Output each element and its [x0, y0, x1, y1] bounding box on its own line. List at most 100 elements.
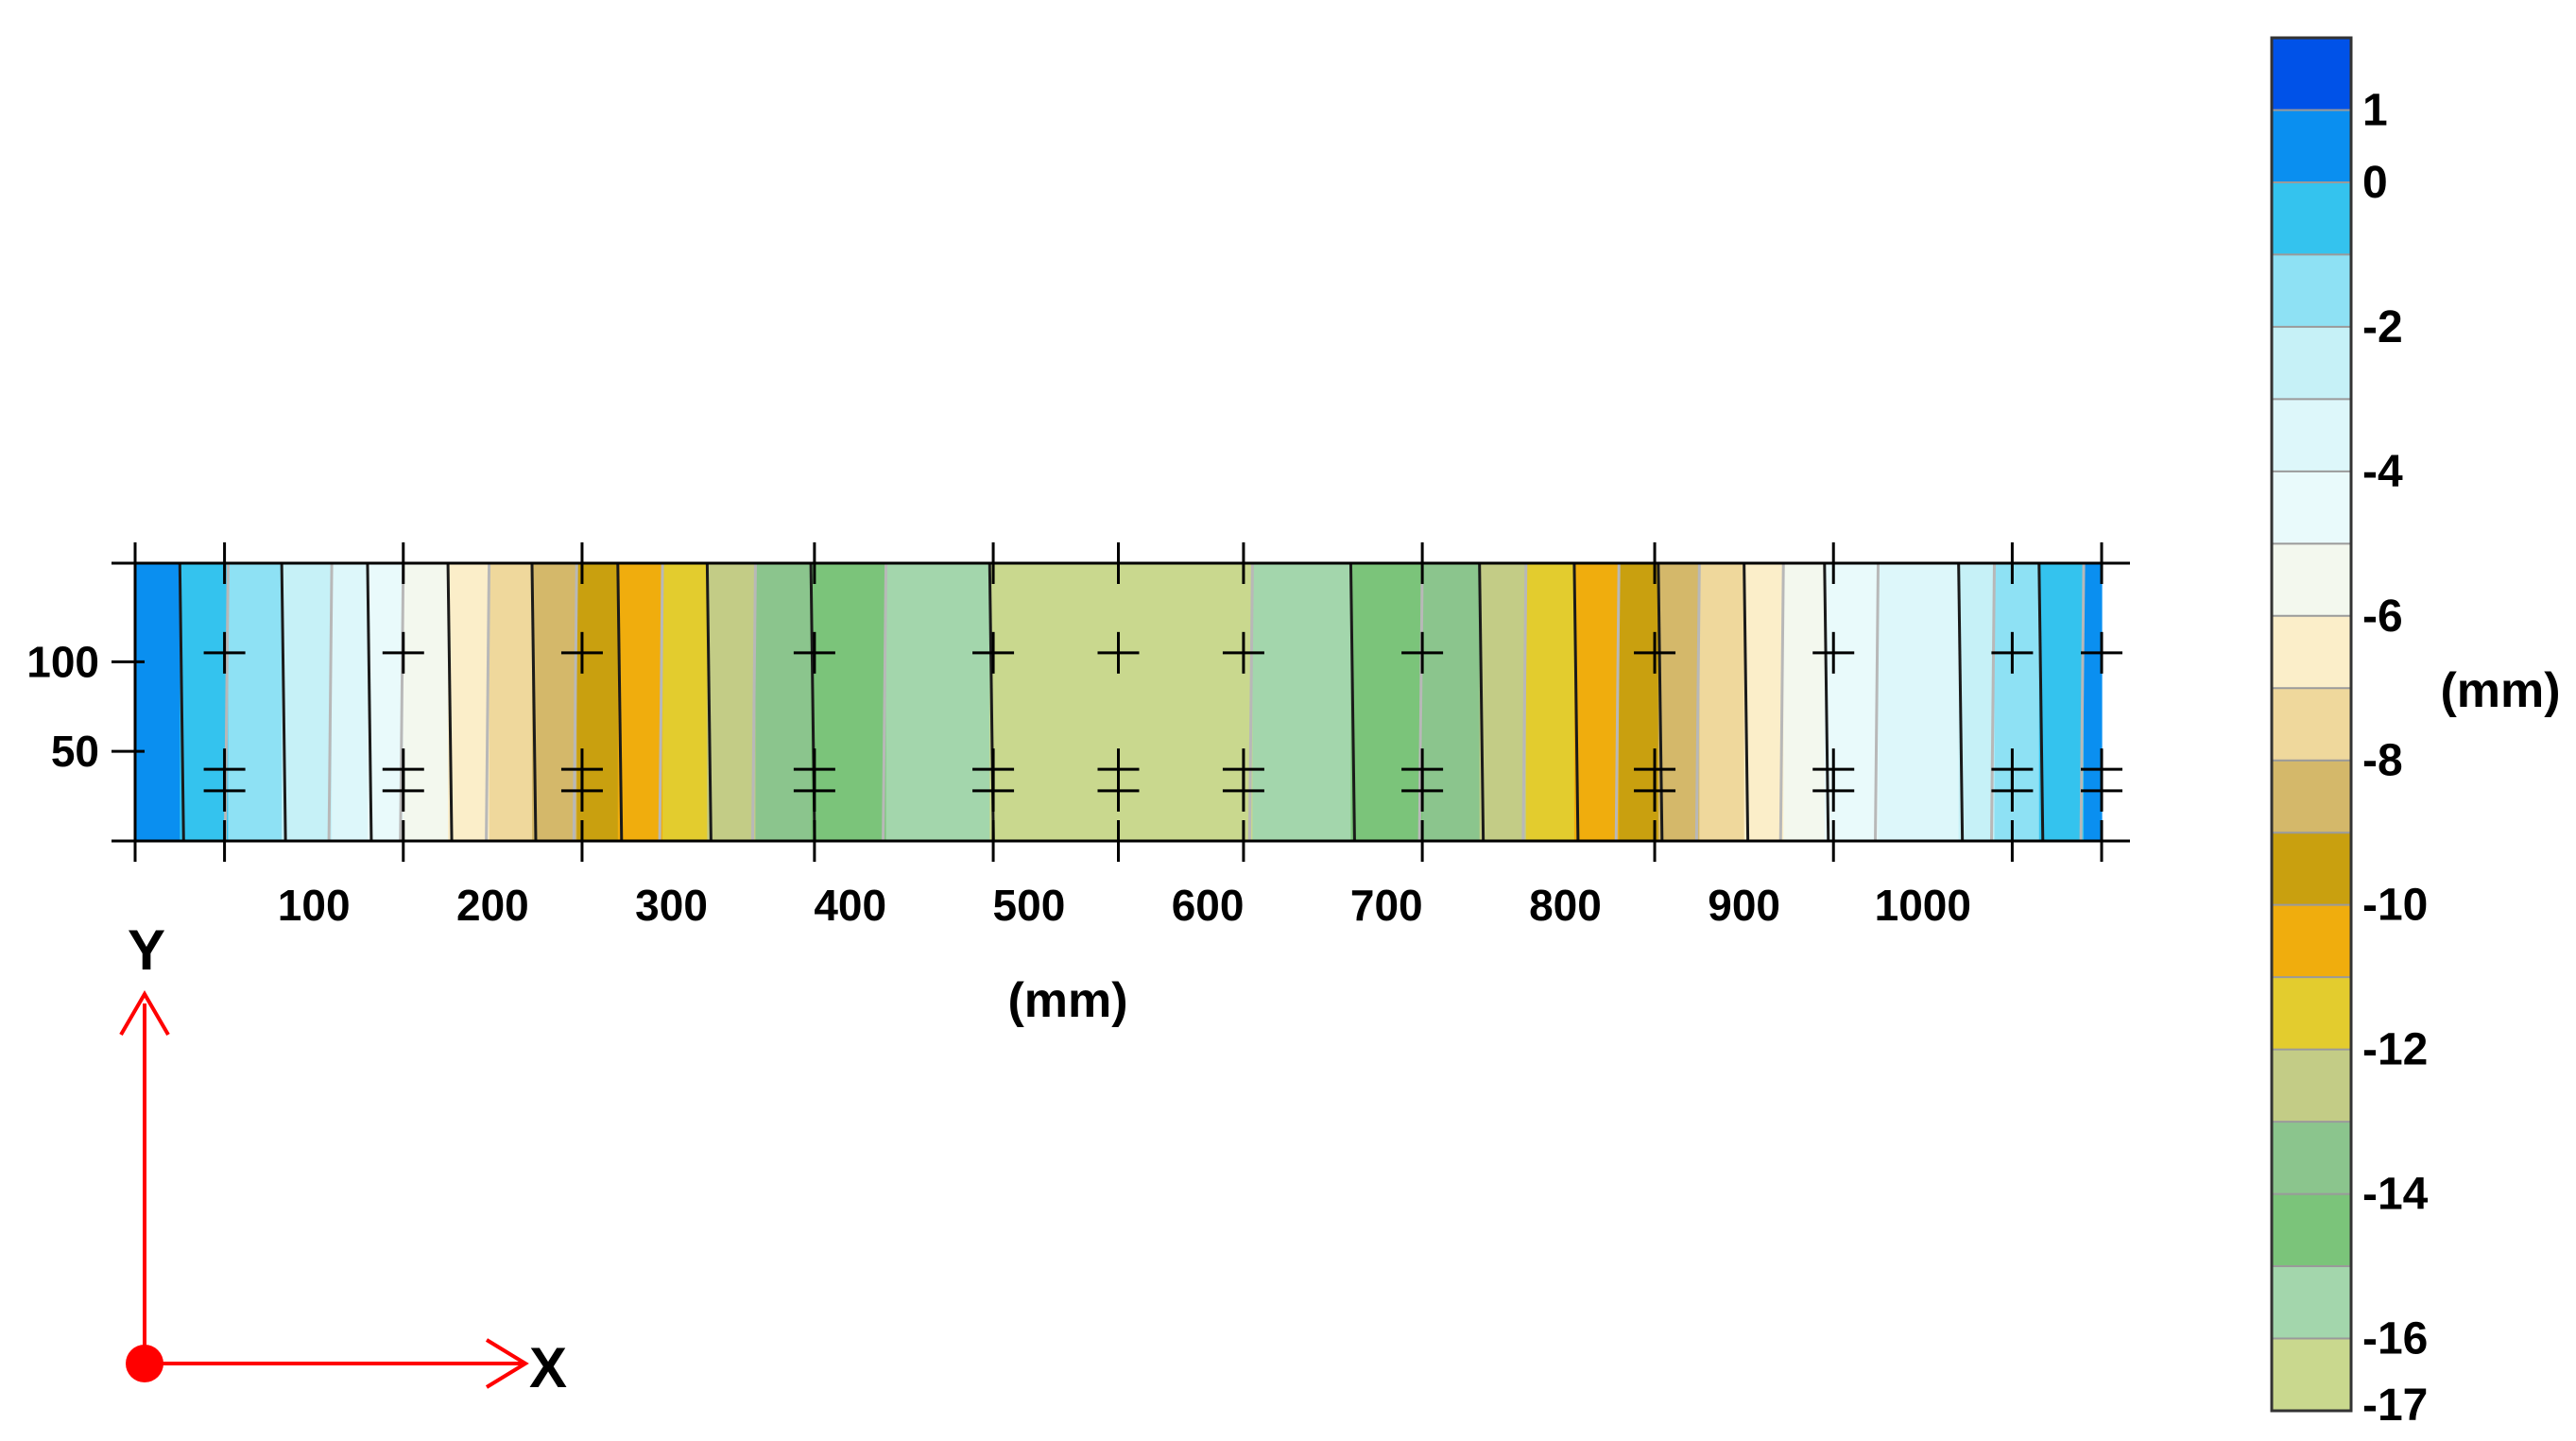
colorbar-swatch-15	[2272, 1122, 2351, 1195]
contour-band-31	[1958, 563, 1996, 841]
contour-line-21	[1478, 562, 1485, 842]
contour-line-9	[530, 562, 538, 842]
contour-line-22	[1521, 562, 1528, 842]
x-tick-label: 900	[1708, 881, 1780, 930]
colorbar-tick-label: -16	[2362, 1314, 2428, 1364]
x-tick-label: 300	[635, 881, 708, 930]
colorbar-swatch-3	[2272, 254, 2351, 328]
x-tick-label: 400	[814, 881, 886, 930]
colorbar-tick-label: 0	[2362, 158, 2388, 208]
measurement-point	[1991, 769, 2034, 812]
measurement-points	[203, 631, 2122, 812]
colorbar-swatch-13	[2272, 977, 2351, 1051]
contour-band-18	[1252, 563, 1352, 841]
colorbar-swatch-16	[2272, 1193, 2351, 1267]
contour-line-34	[2079, 562, 2086, 842]
contour-band-34	[2084, 563, 2103, 841]
contour-band-19	[1350, 563, 1423, 841]
contour-band-25	[1657, 563, 1700, 841]
contour-band-7	[448, 563, 490, 841]
contour-line-14	[750, 562, 757, 842]
colorbar-unit-label: (mm)	[2440, 663, 2560, 718]
measurement-point	[1634, 769, 1676, 812]
measurement-point	[560, 631, 603, 674]
colorbar-swatch-8	[2272, 615, 2351, 689]
y-tick-label: 50	[51, 727, 99, 776]
measurement-point	[793, 631, 835, 674]
measurement-point	[2081, 631, 2122, 674]
measurement-point	[560, 769, 603, 812]
contour-line-26	[1694, 562, 1701, 842]
contour-band-10	[576, 563, 619, 841]
contour-band-8	[489, 563, 533, 841]
contour-band-4	[332, 563, 369, 841]
contour-line-20	[1417, 562, 1424, 842]
measurement-point	[1097, 769, 1140, 812]
colorbar-swatch-7	[2272, 543, 2351, 617]
measurement-point	[1991, 631, 2034, 674]
contour-band-13	[707, 563, 757, 841]
measurement-point	[2081, 769, 2122, 812]
contour-line-5	[366, 562, 373, 842]
measurement-point	[1634, 631, 1676, 674]
measurement-point	[972, 631, 1015, 674]
colorbar-tick-label: -12	[2362, 1025, 2428, 1075]
contour-band-14	[755, 563, 812, 841]
measurement-point	[1812, 769, 1855, 812]
contour-line-16	[882, 562, 888, 842]
coordinate-system-arrows: Y X	[119, 918, 567, 1399]
contour-line-18	[1247, 562, 1254, 842]
measurement-point	[382, 769, 424, 812]
contour-band-30	[1878, 563, 1960, 841]
contour-line-1	[178, 562, 185, 842]
contour-line-10	[572, 562, 578, 842]
colorbar-swatch-18	[2272, 1338, 2351, 1412]
contour-band-11	[617, 563, 663, 841]
x-tick-label: 100	[278, 881, 351, 930]
contour-line-12	[658, 562, 664, 842]
contour-band-32	[1994, 563, 2040, 841]
contour-line-28	[1778, 562, 1785, 842]
contour-band-16	[885, 563, 990, 841]
measurement-point	[203, 769, 246, 812]
colorbar-tick-label: -4	[2362, 447, 2403, 497]
contour-line-3	[280, 562, 287, 842]
colorbar-swatch-11	[2272, 832, 2351, 906]
contour-line-6	[399, 562, 405, 842]
colorbar-swatch-5	[2272, 399, 2351, 472]
colorbar-swatch-2	[2272, 181, 2351, 255]
measurement-point	[793, 769, 835, 812]
colorbar-swatch-6	[2272, 471, 2351, 544]
contour-band-15	[811, 563, 887, 841]
colorbar-tick-label: -14	[2362, 1170, 2429, 1220]
contour-line-25	[1657, 562, 1664, 842]
colorbar-swatch-14	[2272, 1049, 2351, 1123]
contour-line-23	[1572, 562, 1580, 842]
contour-band-2	[228, 563, 283, 841]
contour-band-20	[1422, 563, 1481, 841]
colorbar: 1 0 -2 -4 -6 -8 -10 -12 -14 -16 -17	[2270, 36, 2429, 1431]
contour-band-9	[531, 563, 577, 841]
contour-line-32	[1989, 562, 1996, 842]
colorbar-swatch-1	[2272, 110, 2351, 183]
contour-line-4	[327, 562, 334, 842]
contour-band-12	[662, 563, 708, 841]
measurement-point	[1222, 631, 1264, 674]
contour-line-30	[1874, 562, 1880, 842]
colorbar-border	[2270, 36, 2353, 1413]
measurement-point	[972, 769, 1015, 812]
y-tick-label: 100	[26, 637, 99, 686]
contour-band-1	[180, 563, 229, 841]
measurement-point	[203, 631, 246, 674]
origin-dot	[126, 1345, 163, 1382]
colorbar-swatch-12	[2272, 904, 2351, 978]
colorbar-tick-label: 1	[2362, 85, 2388, 135]
contour-band-22	[1525, 563, 1575, 841]
contour-band-5	[367, 563, 404, 841]
colorbar-swatch-17	[2272, 1266, 2351, 1340]
x-tick-label: 1000	[1875, 881, 1971, 930]
colorbar-tick-label: -2	[2362, 302, 2403, 352]
x-tick-label: 500	[993, 881, 1066, 930]
measurement-point	[1097, 631, 1140, 674]
